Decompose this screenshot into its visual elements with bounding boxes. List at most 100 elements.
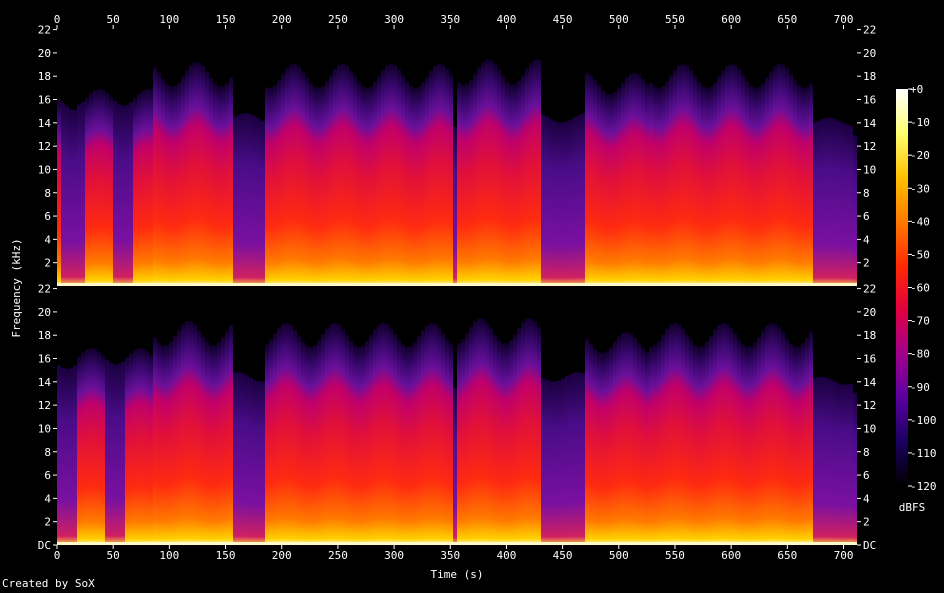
spectrogram-column	[733, 333, 737, 545]
spectrogram-column	[841, 122, 845, 287]
spectrogram-column	[609, 346, 613, 545]
y-tick-label-left: 16	[38, 94, 51, 107]
x-tick-label-bottom: 450	[553, 549, 573, 562]
spectrogram-column	[61, 102, 65, 286]
spectrogram-column	[449, 74, 453, 286]
spectrogram-column	[829, 379, 833, 545]
spectrogram-column	[853, 392, 857, 545]
spectrogram-column	[561, 122, 565, 287]
spectrogram-column	[525, 68, 529, 286]
spectrogram-column	[189, 64, 193, 286]
y-axis-title: Frequency (kHz)	[10, 238, 23, 337]
colorbar-tick-label: -110	[910, 447, 937, 460]
spectrogram-column	[557, 380, 561, 545]
spectrogram-column	[309, 83, 313, 287]
spectrogram-column	[833, 118, 837, 286]
x-tick-label-top: 150	[216, 13, 236, 26]
spectrogram-column	[677, 65, 681, 286]
spectrogram-column	[121, 105, 125, 286]
spectrogram-column	[517, 80, 521, 286]
spectrogram-column	[313, 87, 317, 287]
y-tick-label-left: 6	[44, 210, 51, 223]
y-tick-label-right: 10	[863, 422, 876, 435]
spectrogram-column	[57, 365, 61, 545]
spectrogram-column	[129, 102, 133, 286]
spectrogram-column	[529, 62, 533, 287]
y-tick-label-left: 12	[38, 399, 51, 412]
spectrogram-column	[817, 376, 821, 545]
y-tick-label-right: 4	[863, 492, 870, 505]
spectrogram-column	[537, 59, 541, 287]
spectrogram-column	[801, 87, 805, 286]
spectrogram-column	[205, 71, 209, 286]
spectrogram-column	[717, 324, 721, 545]
spectrogram-column	[393, 334, 397, 545]
spectrogram-column	[229, 77, 233, 286]
spectrogram-column	[497, 340, 501, 545]
spectrogram-column	[105, 92, 109, 286]
spectrogram-column	[829, 117, 833, 287]
spectrogram-column	[701, 345, 705, 545]
spectrogram-column	[737, 339, 741, 545]
spectrogram-column	[305, 77, 309, 286]
spectrogram-column	[249, 114, 253, 287]
spectrogram-column	[389, 328, 393, 545]
spectrogram-column	[293, 63, 297, 286]
spectrogram-column	[161, 78, 165, 286]
spectrogram-column	[381, 322, 385, 545]
spectrogram-column	[65, 369, 69, 545]
spectrogram-column	[269, 87, 273, 287]
spectrogram-column	[241, 113, 245, 286]
spectrogram-column	[125, 357, 129, 545]
spectrogram-column	[373, 81, 377, 286]
spectrogram-column	[61, 367, 65, 545]
spectrogram-column	[453, 126, 457, 286]
spectrogram-column	[217, 86, 221, 286]
spectrogram-column	[297, 66, 301, 287]
spectrogram-column	[285, 322, 289, 545]
spectrogram-column	[201, 336, 205, 545]
spectrogram-column	[77, 104, 81, 286]
spectrogram-column	[97, 351, 101, 545]
spectrogram-column	[761, 330, 765, 545]
y-tick-label-left: 2	[44, 516, 51, 529]
y-tick-label-left: 10	[38, 163, 51, 176]
spectrogram-column	[577, 114, 581, 287]
spectrogram-column	[445, 68, 449, 286]
spectrogram-column	[701, 86, 705, 286]
spectrogram-column	[593, 349, 597, 545]
spectrogram-column	[497, 69, 501, 287]
spectrogram-column	[821, 118, 825, 286]
x-tick-label-top: 0	[54, 13, 61, 26]
spectrogram-column	[393, 65, 397, 286]
spectrogram-column	[469, 326, 473, 545]
spectrogram-column	[697, 81, 701, 286]
spectrogram-column	[657, 340, 661, 545]
spectrogram-column	[721, 70, 725, 286]
spectrogram-column	[101, 89, 105, 286]
spectrogram-column	[201, 65, 205, 286]
spectrogram-column	[489, 59, 493, 286]
spectrogram-column	[713, 329, 717, 545]
spectrogram-column	[689, 69, 693, 286]
x-tick-label-top: 250	[328, 13, 348, 26]
spectrogram-column	[181, 76, 185, 286]
spectrogram-column	[533, 321, 537, 545]
spectrogram-column	[781, 64, 785, 286]
spectrogram-column	[841, 384, 845, 545]
spectrogram-column	[237, 372, 241, 545]
spectrogram-column	[301, 341, 305, 545]
spectrogram-column	[281, 323, 285, 545]
spectrogram-column	[193, 62, 197, 286]
spectrogram-column	[777, 63, 781, 286]
spectrogram-column	[517, 327, 521, 545]
spectrogram-column	[601, 90, 605, 286]
spectrogram-column	[753, 342, 757, 545]
colorbar-tick-label: -100	[910, 414, 937, 427]
spectrogram-column	[641, 78, 645, 286]
spectrogram-column	[477, 318, 481, 545]
spectrogram-column	[153, 337, 157, 545]
spectrogram-column	[753, 87, 757, 287]
spectrogram-column	[685, 334, 689, 545]
spectrogram-column	[573, 116, 577, 287]
